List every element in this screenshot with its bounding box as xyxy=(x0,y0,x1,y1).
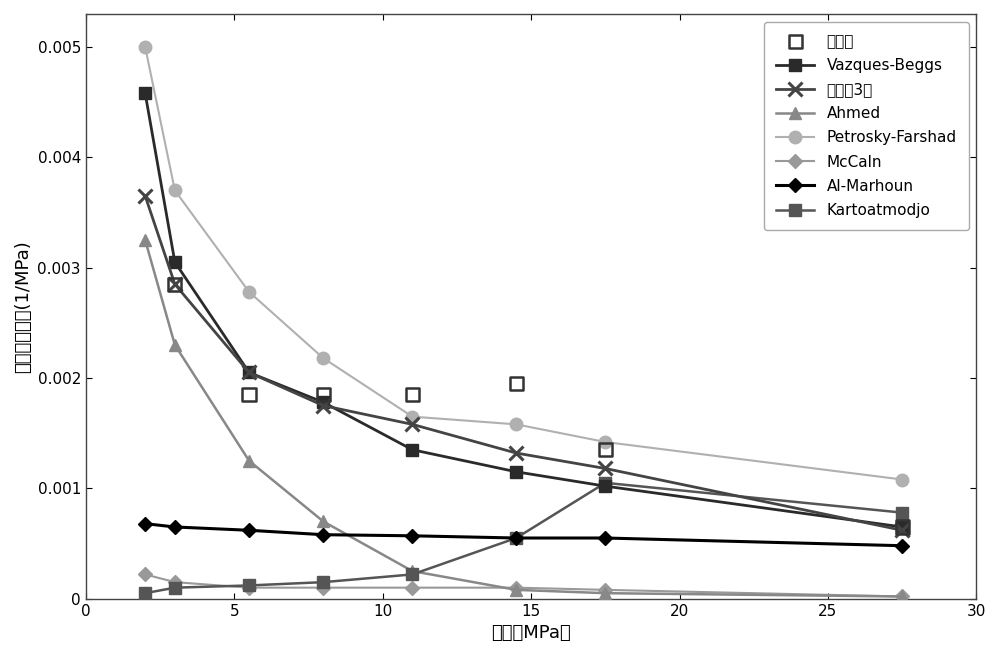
McCaln xyxy=(599,586,611,594)
McCaln xyxy=(243,584,255,592)
公式（3） xyxy=(510,449,522,457)
Petrosky-Farshad xyxy=(896,476,908,483)
Ahmed xyxy=(243,457,255,464)
公式（3） xyxy=(896,526,908,534)
Ahmed xyxy=(599,589,611,597)
Petrosky-Farshad xyxy=(510,420,522,428)
公式（3） xyxy=(317,401,329,409)
McCaln xyxy=(510,584,522,592)
Al-Marhoun xyxy=(896,542,908,550)
Vazques-Beggs xyxy=(169,258,181,266)
Petrosky-Farshad xyxy=(139,43,151,51)
Kartoatmodjo xyxy=(896,508,908,516)
Vazques-Beggs xyxy=(243,369,255,377)
Ahmed xyxy=(169,341,181,349)
公式（3） xyxy=(139,192,151,200)
Kartoatmodjo xyxy=(406,571,418,579)
Y-axis label: 原油压缩系数(1/MPa): 原油压缩系数(1/MPa) xyxy=(14,240,32,373)
Vazques-Beggs xyxy=(510,468,522,476)
Ahmed xyxy=(139,236,151,244)
Line: 公式（3）: 公式（3） xyxy=(138,189,909,537)
Kartoatmodjo xyxy=(510,534,522,542)
Petrosky-Farshad xyxy=(599,438,611,446)
Line: Ahmed: Ahmed xyxy=(140,235,908,602)
Ahmed xyxy=(317,518,329,525)
Kartoatmodjo xyxy=(317,578,329,586)
Vazques-Beggs xyxy=(139,89,151,97)
Ahmed xyxy=(406,567,418,575)
Vazques-Beggs xyxy=(406,446,418,454)
公式（3） xyxy=(243,369,255,377)
McCaln xyxy=(169,578,181,586)
实验値 xyxy=(315,389,331,400)
Petrosky-Farshad xyxy=(317,354,329,362)
Vazques-Beggs xyxy=(896,523,908,531)
Kartoatmodjo xyxy=(599,479,611,487)
Al-Marhoun xyxy=(169,523,181,531)
Kartoatmodjo xyxy=(139,589,151,597)
Petrosky-Farshad xyxy=(169,186,181,194)
Al-Marhoun xyxy=(243,526,255,534)
Ahmed xyxy=(896,592,908,600)
McCaln xyxy=(317,584,329,592)
Line: Al-Marhoun: Al-Marhoun xyxy=(140,519,907,550)
Al-Marhoun xyxy=(510,534,522,542)
Line: Kartoatmodjo: Kartoatmodjo xyxy=(140,478,908,599)
Legend: 实验値, Vazques-Beggs, 公式（3）, Ahmed, Petrosky-Farshad, McCaln, Al-Marhoun, Kartoatm: 实验値, Vazques-Beggs, 公式（3）, Ahmed, Petros… xyxy=(764,22,969,230)
实验値 xyxy=(241,389,257,400)
Vazques-Beggs xyxy=(317,398,329,406)
Petrosky-Farshad xyxy=(243,288,255,296)
公式（3） xyxy=(406,420,418,428)
实验値 xyxy=(597,445,613,455)
实验値 xyxy=(508,379,524,389)
Al-Marhoun xyxy=(317,531,329,539)
Vazques-Beggs xyxy=(599,482,611,490)
Al-Marhoun xyxy=(599,534,611,542)
Petrosky-Farshad xyxy=(406,413,418,420)
公式（3） xyxy=(599,464,611,472)
Kartoatmodjo xyxy=(169,584,181,592)
X-axis label: 压力（MPa）: 压力（MPa） xyxy=(491,624,571,642)
Al-Marhoun xyxy=(139,520,151,527)
Line: McCaln: McCaln xyxy=(140,569,907,602)
McCaln xyxy=(139,571,151,579)
Line: Vazques-Beggs: Vazques-Beggs xyxy=(140,88,908,533)
公式（3） xyxy=(169,280,181,288)
Ahmed xyxy=(510,586,522,594)
Al-Marhoun xyxy=(406,532,418,540)
实验値 xyxy=(167,279,183,289)
McCaln xyxy=(896,592,908,600)
Line: Petrosky-Farshad: Petrosky-Farshad xyxy=(139,41,908,486)
Kartoatmodjo xyxy=(243,581,255,589)
实验値 xyxy=(404,389,420,400)
McCaln xyxy=(406,584,418,592)
实验値 xyxy=(894,522,910,532)
